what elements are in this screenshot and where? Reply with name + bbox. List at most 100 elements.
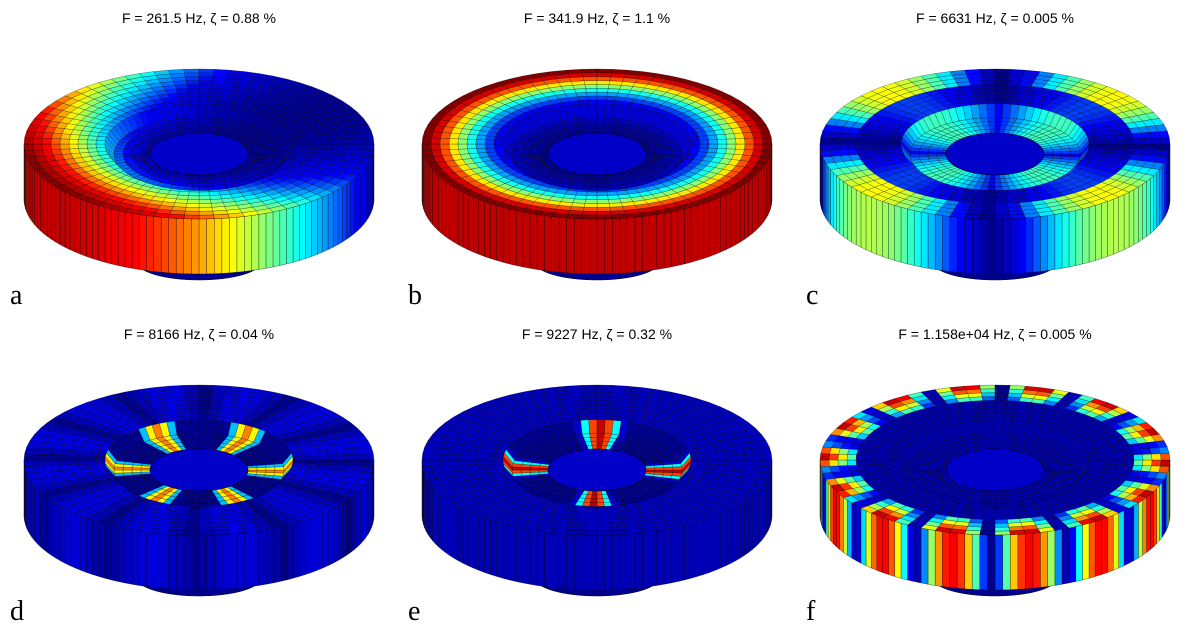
surface-cell xyxy=(190,103,200,118)
surface-cell xyxy=(753,459,764,467)
surface-cell xyxy=(596,68,613,74)
wall-cell xyxy=(522,211,531,269)
surface-cell xyxy=(466,455,477,461)
surface-cell xyxy=(575,507,588,512)
surface-cell xyxy=(603,185,612,191)
wall-cell xyxy=(709,199,716,257)
surface-cell xyxy=(735,138,746,145)
surface-cell xyxy=(198,99,209,104)
surface-cell xyxy=(919,156,930,160)
wall-cell xyxy=(1047,214,1056,271)
surface-cell xyxy=(60,464,72,471)
wall-cell xyxy=(198,218,207,275)
wall-cell xyxy=(956,217,965,274)
surface-cell xyxy=(596,519,611,524)
wall-cell xyxy=(458,505,464,564)
wall-cell xyxy=(755,172,759,232)
wall-cell xyxy=(1088,205,1096,263)
surface-cell xyxy=(273,147,284,152)
surface-cell xyxy=(855,143,866,150)
mode-shape-plot xyxy=(23,68,375,281)
panel-caption: F = 261.5 Hz, ζ = 0.88 % xyxy=(121,10,277,26)
surface-cell xyxy=(189,95,200,101)
surface-cell xyxy=(430,459,441,467)
wall-cell xyxy=(367,159,371,219)
wall-cell xyxy=(51,184,56,243)
wall-cell xyxy=(502,523,510,581)
surface-cell xyxy=(198,502,207,507)
wall-cell xyxy=(425,475,429,535)
wall-cell xyxy=(1156,169,1160,229)
surface-cell xyxy=(184,388,200,394)
surface-cell xyxy=(856,133,868,140)
wall-cell xyxy=(265,211,274,269)
surface-cell xyxy=(981,207,996,212)
mode-shape-plot xyxy=(421,68,773,281)
surface-cell xyxy=(986,103,996,118)
surface-cell xyxy=(988,121,996,126)
surface-cell xyxy=(123,472,134,476)
wall-cell xyxy=(1068,210,1076,268)
surface-cell xyxy=(78,464,89,470)
surface-cell xyxy=(319,459,330,465)
surface-cell xyxy=(690,143,701,148)
surface-cell xyxy=(882,143,893,149)
surface-cell xyxy=(588,103,598,118)
surface-cell xyxy=(440,448,452,455)
surface-cell xyxy=(584,515,598,520)
wall-cell xyxy=(31,166,35,226)
surface-cell xyxy=(256,467,267,471)
surface-cell xyxy=(51,132,63,139)
wall-cell xyxy=(473,196,479,255)
surface-cell xyxy=(198,490,205,495)
surface-cell xyxy=(23,137,34,145)
surface-cell xyxy=(1115,143,1126,149)
wall-cell xyxy=(612,534,620,590)
wall-cell xyxy=(656,213,665,270)
surface-cell xyxy=(326,133,338,140)
wall-cell xyxy=(37,488,41,548)
mode-shape-plot xyxy=(23,384,375,597)
surface-cell xyxy=(1097,139,1108,145)
wall-cell xyxy=(55,186,61,245)
wall-cell xyxy=(160,217,169,274)
surface-cell xyxy=(208,92,221,97)
surface-cell xyxy=(430,143,441,151)
surface-cell xyxy=(707,148,718,154)
wall-cell xyxy=(427,162,431,223)
surface-cell xyxy=(440,465,452,472)
surface-cell xyxy=(596,178,603,183)
surface-cell xyxy=(672,153,683,158)
panel-label: a xyxy=(10,280,23,311)
wall-cell xyxy=(529,529,538,586)
wall-cell xyxy=(363,482,367,542)
surface-cell xyxy=(337,454,348,461)
wall-cell xyxy=(342,184,347,243)
surface-cell xyxy=(586,191,598,196)
surface-cell xyxy=(596,530,613,536)
surface-cell xyxy=(865,134,877,140)
wall-cell xyxy=(730,189,736,248)
surface-cell xyxy=(210,400,224,406)
wall-cell xyxy=(767,472,770,532)
wall-cell xyxy=(26,156,29,216)
surface-cell xyxy=(50,138,61,145)
wall-cell xyxy=(60,189,66,248)
wall-cell xyxy=(735,186,741,245)
surface-cell xyxy=(708,143,719,149)
wall-cell xyxy=(424,156,427,216)
surface-cell xyxy=(198,419,208,434)
surface-cell xyxy=(188,408,200,413)
surface-cell xyxy=(23,453,34,461)
wall-cell xyxy=(551,216,560,273)
surface-cell xyxy=(989,129,996,134)
surface-cell xyxy=(344,149,356,156)
wall-cell xyxy=(748,494,753,553)
surface-cell xyxy=(819,137,830,145)
surface-cell xyxy=(317,464,329,470)
surface-cell xyxy=(708,455,719,461)
surface-cell xyxy=(192,498,200,503)
surface-cell xyxy=(606,408,619,413)
surface-cell xyxy=(32,137,43,145)
surface-cell xyxy=(575,191,588,196)
